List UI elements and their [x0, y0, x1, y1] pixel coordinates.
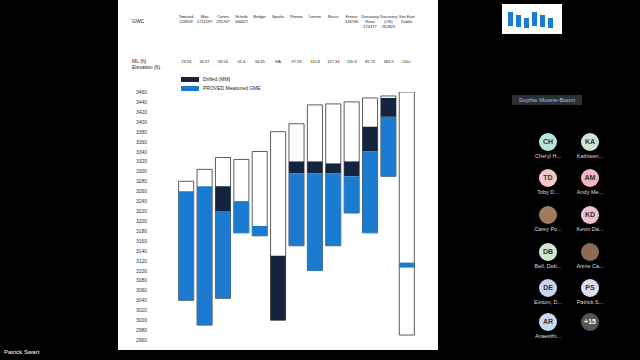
html-text:GWC: GWC — [132, 18, 145, 24]
html-text:295767: 295767 — [216, 19, 230, 24]
html-text:41.4: 41.4 — [237, 59, 246, 64]
html-text:36.54: 36.54 — [217, 59, 228, 64]
svg-text:3000: 3000 — [136, 317, 147, 323]
svg-text:3120: 3120 — [136, 258, 147, 264]
html-text:97.33: 97.33 — [291, 59, 302, 64]
html-text:Sparks: Sparks — [271, 14, 285, 19]
svg-text:3040: 3040 — [136, 297, 147, 303]
html-text:180.9: 180.9 — [383, 59, 394, 64]
svg-text:3200: 3200 — [136, 218, 147, 224]
html-text:KD: KD — [584, 211, 596, 218]
html-text:130.6: 130.6 — [346, 59, 357, 64]
html-text:23.94: 23.94 — [181, 59, 192, 64]
svg-text:3340: 3340 — [136, 149, 147, 155]
html-text:PROVED Measured GME: PROVED Measured GME — [203, 85, 261, 91]
html-text:TD: TD — [543, 174, 553, 181]
html-text:Cheryl H...: Cheryl H... — [535, 153, 561, 159]
html-text:Mira: Mira — [200, 14, 209, 19]
html-text:Sophie Moene-Boom: Sophie Moene-Boom — [518, 97, 576, 103]
html-text:Discovery (OS): Discovery (OS) — [379, 14, 398, 24]
html-text:Ponton: Ponton — [290, 14, 303, 19]
html-text:106627: 106627 — [234, 19, 248, 24]
html-text:DB: DB — [542, 248, 554, 255]
html-text:Cortes: Cortes — [217, 14, 229, 19]
html-text:Scheib: Scheib — [235, 14, 248, 19]
html-text:Kathleen...: Kathleen... — [576, 153, 604, 159]
svg-text:3140: 3140 — [136, 248, 147, 254]
svg-text:3280: 3280 — [136, 178, 147, 184]
html-text:Bell, Deb...: Bell, Deb... — [534, 263, 562, 269]
html-text:Kevin Da...: Kevin Da... — [576, 226, 604, 232]
svg-text:3100: 3100 — [136, 268, 147, 274]
html-text:DE: DE — [543, 284, 553, 291]
html-text:NA: NA — [275, 59, 281, 64]
svg-text:3460: 3460 — [136, 89, 147, 95]
html-text:CH: CH — [542, 138, 554, 145]
html-text:AM: AM — [584, 174, 596, 181]
html-text:Carey Po...: Carey Po... — [534, 226, 562, 232]
svg-text:3180: 3180 — [136, 228, 147, 234]
html-text:+15: +15 — [584, 318, 596, 325]
svg-text:3400: 3400 — [136, 119, 147, 125]
html-text:Bruce: Bruce — [328, 14, 339, 19]
html-text:Patrick S...: Patrick S... — [576, 299, 604, 305]
html-text:Ernest: Ernest — [345, 14, 358, 19]
svg-text:3260: 3260 — [136, 188, 147, 194]
html-text:PS: PS — [585, 284, 595, 291]
svg-text:3380: 3380 — [136, 129, 147, 135]
html-text:34.35: 34.35 — [254, 59, 265, 64]
html-text:Patrick Swart: Patrick Swart — [4, 349, 40, 355]
svg-text:3160: 3160 — [136, 238, 147, 244]
html-text:AR: AR — [542, 318, 554, 325]
html-text:Discovery Rose: Discovery Rose — [361, 14, 379, 24]
svg-text:2960: 2960 — [136, 337, 147, 343]
html-text:Anaesthi...: Anaesthi... — [535, 333, 561, 339]
svg-text:3080: 3080 — [136, 277, 147, 283]
html-text:Andy Me...: Andy Me... — [576, 189, 604, 195]
svg-text:2980: 2980 — [136, 327, 147, 333]
html-text:Annie Ca...: Annie Ca... — [576, 263, 604, 269]
html-text:228659: 228659 — [179, 19, 193, 24]
html-text:Drilled (MM): Drilled (MM) — [203, 76, 231, 82]
svg-text:3060: 3060 — [136, 287, 147, 293]
html-text:262824: 262824 — [381, 24, 396, 29]
html-text:Van East Dublin: Van East Dublin — [398, 14, 415, 24]
svg-text:3240: 3240 — [136, 198, 147, 204]
svg-text:3020: 3020 — [136, 307, 147, 313]
html-text:Lonnie: Lonnie — [308, 14, 321, 19]
svg-text:3440: 3440 — [136, 99, 147, 105]
html-text:1714197: 1714197 — [196, 19, 213, 24]
html-text:KA: KA — [584, 138, 596, 145]
svg-text:3320: 3320 — [136, 158, 147, 164]
html-text:ML (ft): ML (ft) — [132, 58, 147, 64]
html-text:146746: 146746 — [345, 19, 359, 24]
html-text:Toby D...: Toby D... — [537, 189, 559, 195]
svg-text:3420: 3420 — [136, 109, 147, 115]
html-text:Tomatek: Tomatek — [178, 14, 194, 19]
svg-text:3220: 3220 — [136, 208, 147, 214]
html-text:Bridger: Bridger — [253, 14, 267, 19]
html-text:36.97: 36.97 — [199, 59, 210, 64]
html-text:200+: 200+ — [402, 59, 412, 64]
html-text:179477: 179477 — [363, 24, 377, 29]
html-text:Evison, D...: Evison, D... — [533, 299, 563, 305]
svg-text:3300: 3300 — [136, 168, 147, 174]
html-text:Elevation (ft): Elevation (ft) — [132, 64, 161, 70]
html-text:127.34: 127.34 — [327, 59, 340, 64]
svg-text:3360: 3360 — [136, 139, 147, 145]
html-text:115.8: 115.8 — [310, 59, 320, 64]
html-text:85.74: 85.74 — [365, 59, 375, 64]
